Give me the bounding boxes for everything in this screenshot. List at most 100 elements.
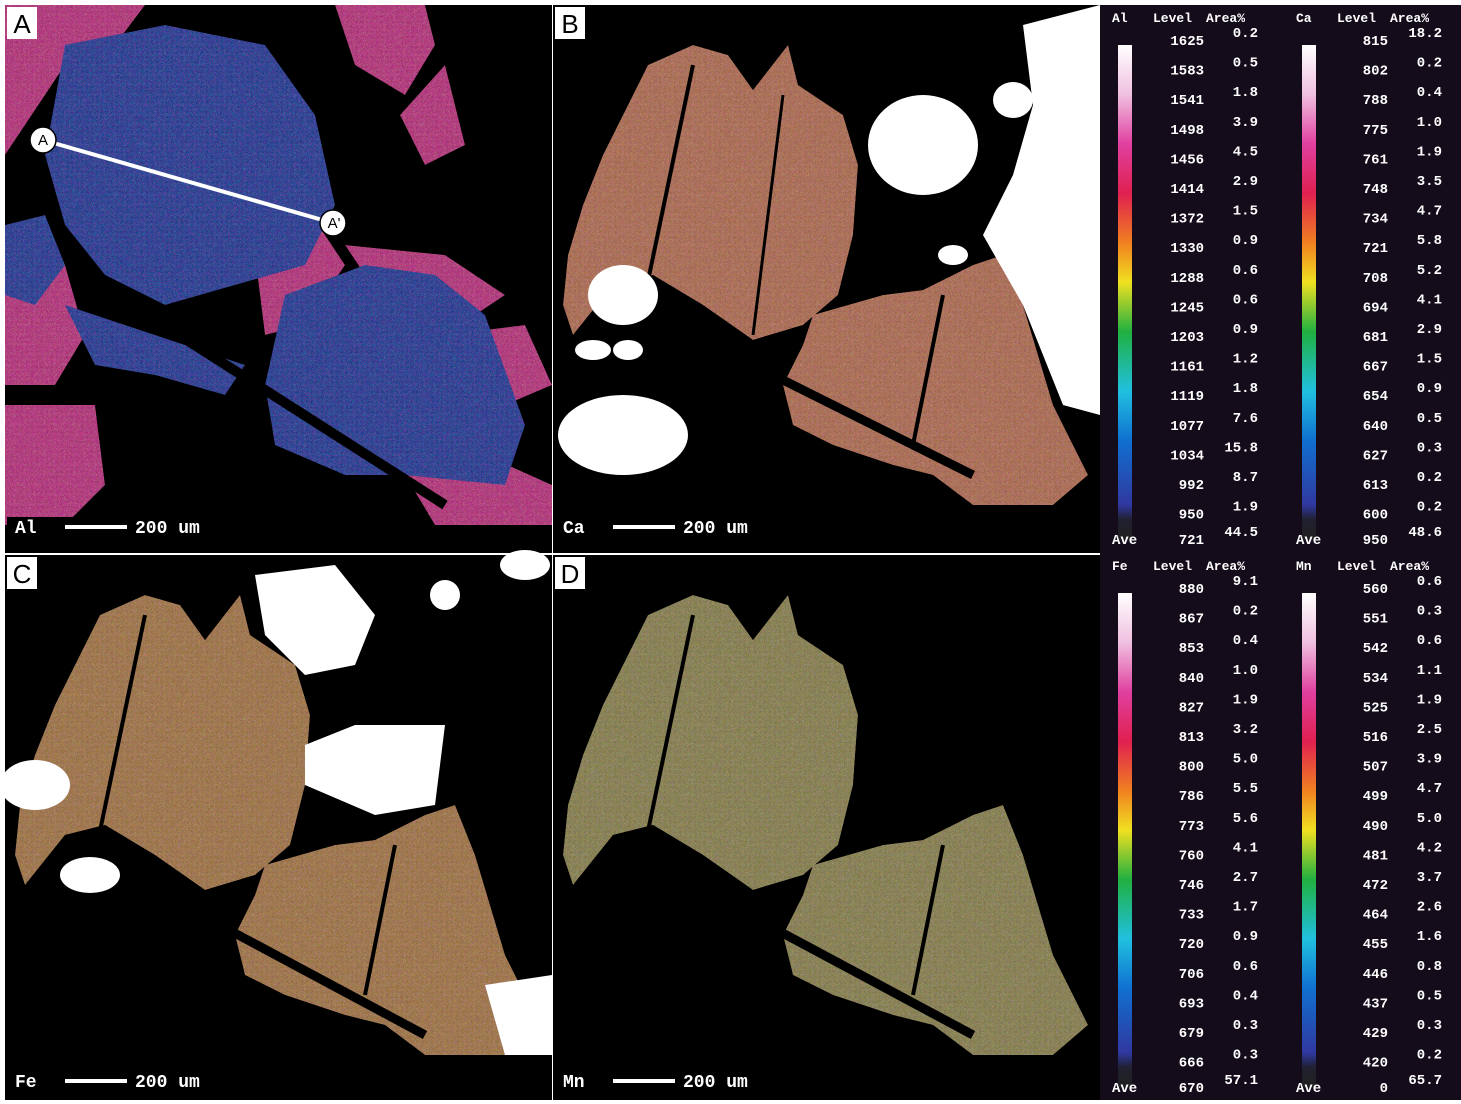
area-value: 0.2 <box>1233 26 1258 42</box>
area-value: 3.9 <box>1233 115 1258 131</box>
area-value: 1.0 <box>1417 115 1442 131</box>
ave-label: Ave <box>1296 533 1321 549</box>
level-value: 420 <box>1363 1056 1388 1072</box>
level-value: 693 <box>1179 996 1204 1012</box>
level-value: 734 <box>1363 212 1388 228</box>
area-value: 8.7 <box>1233 470 1258 486</box>
area-value: 0.4 <box>1417 85 1442 101</box>
area-value: 1.5 <box>1417 352 1442 368</box>
letter-box <box>555 557 585 589</box>
area-value: 1.9 <box>1417 144 1442 160</box>
legend-element: Al <box>1112 11 1128 26</box>
level-value: 802 <box>1363 64 1388 80</box>
area-value: 0.8 <box>1417 959 1442 975</box>
letter-box <box>7 7 37 39</box>
level-value: 950 <box>1179 508 1204 524</box>
area-value: 0.3 <box>1417 440 1442 456</box>
area-value: 3.5 <box>1417 174 1442 190</box>
area-value: 0.9 <box>1417 381 1442 397</box>
panel-c <box>0 550 552 1100</box>
area-value: 0.2 <box>1233 604 1258 620</box>
area-value: 5.2 <box>1417 263 1442 279</box>
panel-letter: C <box>13 559 32 589</box>
area-value: 1.9 <box>1417 692 1442 708</box>
area-value: 2.9 <box>1417 322 1442 338</box>
color-scale <box>1118 45 1132 540</box>
legend-level-header: Level <box>1337 11 1376 26</box>
level-value: 1245 <box>1170 300 1204 316</box>
area-value: 3.7 <box>1417 870 1442 886</box>
level-value: 827 <box>1179 700 1204 716</box>
level-value: 1541 <box>1170 93 1204 109</box>
level-value: 746 <box>1179 878 1204 894</box>
scale-label: 200 um <box>683 1073 748 1093</box>
area-value: 5.5 <box>1233 781 1258 797</box>
level-value: 542 <box>1363 641 1388 657</box>
element-label: Ca <box>563 519 585 539</box>
level-value: 1119 <box>1170 389 1204 405</box>
level-value: 499 <box>1363 789 1388 805</box>
area-value: 9.1 <box>1233 574 1258 590</box>
legend-level-header: Level <box>1153 11 1192 26</box>
level-value: 455 <box>1363 937 1388 953</box>
level-value: 613 <box>1363 478 1388 494</box>
area-value: 15.8 <box>1224 440 1258 456</box>
level-value: 786 <box>1179 789 1204 805</box>
area-value: 1.8 <box>1233 85 1258 101</box>
level-value: 516 <box>1363 730 1388 746</box>
level-value: 706 <box>1179 967 1204 983</box>
level-value: 775 <box>1363 123 1388 139</box>
area-value: 2.9 <box>1233 174 1258 190</box>
labels: A Al 200 um B Ca 200 um C Fe 200 um D Mn 200 um Al Le… <box>7 7 1442 1097</box>
level-value: 1372 <box>1170 212 1204 228</box>
profile-end: A' <box>328 215 341 232</box>
level-value: 464 <box>1363 908 1388 924</box>
level-value: 800 <box>1179 760 1204 776</box>
area-value: 5.0 <box>1417 811 1442 827</box>
area-value: 1.0 <box>1233 663 1258 679</box>
level-value: 507 <box>1363 760 1388 776</box>
area-value: 1.9 <box>1233 500 1258 516</box>
area-value: 4.7 <box>1417 781 1442 797</box>
level-value: 708 <box>1363 271 1388 287</box>
ave-label: Ave <box>1112 1081 1137 1097</box>
area-value: 1.9 <box>1233 692 1258 708</box>
level-value: 525 <box>1363 700 1388 716</box>
level-value: 840 <box>1179 671 1204 687</box>
area-value: 0.5 <box>1417 411 1442 427</box>
level-value: 721 <box>1363 241 1388 257</box>
area-value: 0.9 <box>1233 233 1258 249</box>
legend-element: Fe <box>1112 559 1128 574</box>
area-value: 1.2 <box>1233 352 1258 368</box>
area-value: 5.0 <box>1233 752 1258 768</box>
legend-area-header: Area% <box>1206 559 1245 574</box>
ave-area: 65.7 <box>1408 1073 1442 1089</box>
area-value: 7.6 <box>1233 411 1258 427</box>
level-value: 446 <box>1363 967 1388 983</box>
area-value: 18.2 <box>1408 26 1442 42</box>
level-value: 867 <box>1179 612 1204 628</box>
area-value: 2.5 <box>1417 722 1442 738</box>
ave-level: 721 <box>1179 533 1204 549</box>
letter-box <box>555 7 585 39</box>
scale-label: 200 um <box>135 519 200 539</box>
level-value: 813 <box>1179 730 1204 746</box>
level-value: 733 <box>1179 908 1204 924</box>
legend-level-header: Level <box>1153 559 1192 574</box>
level-value: 534 <box>1363 671 1388 687</box>
area-value: 0.4 <box>1233 988 1258 1004</box>
area-value: 0.6 <box>1417 633 1442 649</box>
legend-area-header: Area% <box>1206 11 1245 26</box>
area-value: 1.6 <box>1417 929 1442 945</box>
level-value: 437 <box>1363 996 1388 1012</box>
level-value: 1625 <box>1170 34 1204 50</box>
area-value: 0.9 <box>1233 929 1258 945</box>
area-value: 1.7 <box>1233 900 1258 916</box>
level-value: 429 <box>1363 1026 1388 1042</box>
level-value: 1288 <box>1170 271 1204 287</box>
area-value: 4.1 <box>1233 840 1258 856</box>
area-value: 1.1 <box>1417 663 1442 679</box>
level-value: 992 <box>1179 478 1204 494</box>
level-value: 1498 <box>1170 123 1204 139</box>
